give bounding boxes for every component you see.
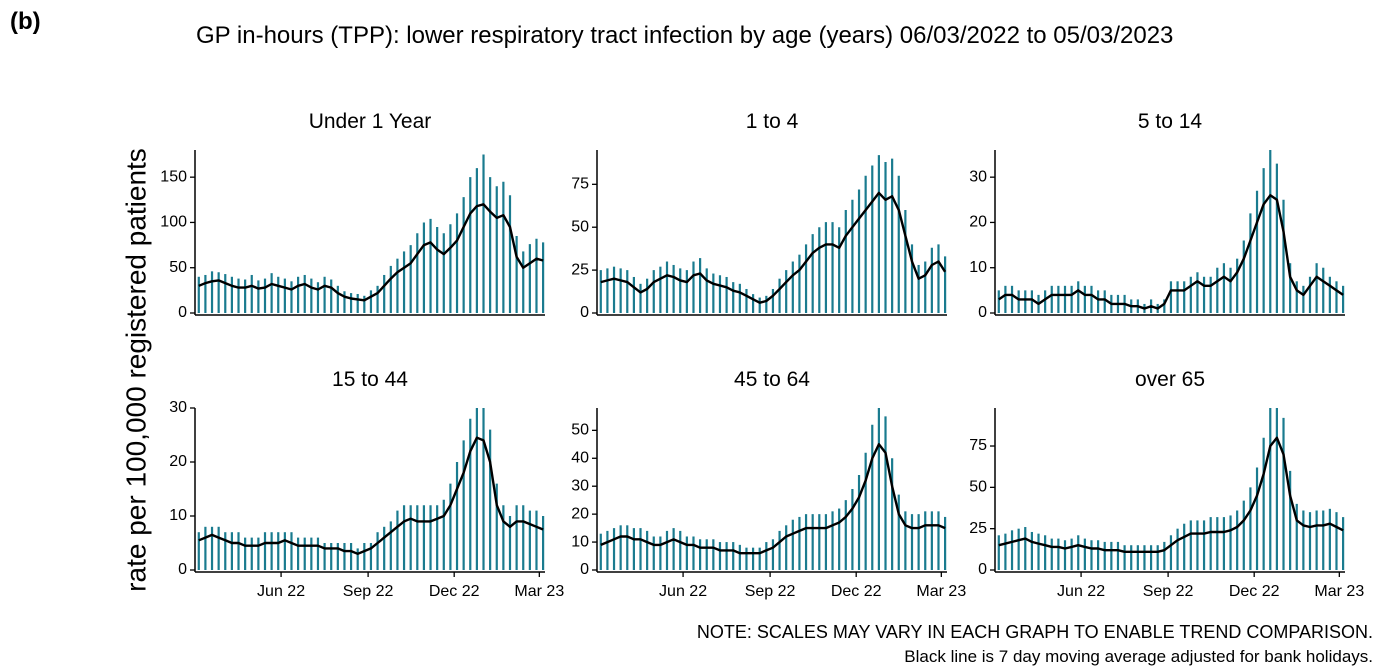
y-tick-label: 50 — [571, 218, 589, 235]
moving-average-line — [198, 203, 544, 302]
y-tick-label: 0 — [580, 304, 589, 321]
panel-title: 1 to 4 — [746, 110, 799, 133]
y-tick-label: 0 — [178, 561, 187, 578]
y-tick-label: 100 — [160, 214, 187, 231]
panel-title: Under 1 Year — [309, 110, 432, 133]
moving-average-line — [998, 436, 1344, 553]
y-tick-label: 0 — [978, 561, 987, 578]
x-tick-label: Mar 23 — [916, 583, 966, 600]
y-tick-label: 25 — [571, 261, 589, 278]
moving-average-line — [600, 191, 947, 304]
note: NOTE: SCALES MAY VARY IN EACH GRAPH TO E… — [696, 622, 1373, 642]
y-tick-label: 10 — [969, 259, 987, 276]
x-tick-label: Jun 22 — [1057, 583, 1105, 600]
y-tick-label: 150 — [160, 168, 187, 185]
moving-average-line — [198, 436, 544, 555]
moving-average-line — [600, 443, 946, 555]
y-tick-label: 30 — [969, 168, 987, 185]
note: Black line is 7 day moving average adjus… — [904, 647, 1373, 666]
y-tick-label: 30 — [571, 477, 589, 494]
y-tick-label: 75 — [969, 437, 987, 454]
x-tick-label: Dec 22 — [1229, 583, 1280, 600]
y-tick-label: 30 — [169, 399, 187, 416]
x-tick-label: Sep 22 — [343, 583, 394, 600]
y-tick-label: 20 — [969, 214, 987, 231]
y-tick-label: 50 — [571, 422, 589, 439]
x-tick-label: Mar 23 — [1314, 583, 1364, 600]
y-tick-label: 0 — [178, 304, 187, 321]
panel-title: 15 to 44 — [332, 368, 408, 391]
panel-title: over 65 — [1135, 368, 1205, 391]
x-tick-label: Jun 22 — [257, 583, 305, 600]
moving-average-line — [998, 194, 1344, 310]
x-tick-label: Dec 22 — [429, 583, 480, 600]
x-tick-label: Mar 23 — [514, 583, 564, 600]
y-tick-label: 0 — [978, 304, 987, 321]
title: GP in-hours (TPP): lower respiratory tra… — [196, 22, 1174, 49]
y-tick-label: 50 — [169, 259, 187, 276]
y-tick-label: 20 — [169, 453, 187, 470]
x-tick-label: Sep 22 — [745, 583, 796, 600]
x-tick-label: Sep 22 — [1143, 583, 1194, 600]
x-tick-label: Dec 22 — [831, 583, 882, 600]
y-tick-label: 20 — [571, 505, 589, 522]
x-tick-label: Jun 22 — [659, 583, 707, 600]
y-tick-label: 40 — [571, 449, 589, 466]
panel-title: 5 to 14 — [1138, 110, 1203, 133]
y-tick-label: 0 — [580, 561, 589, 578]
panel-title: 45 to 64 — [734, 368, 810, 391]
y-tick-label: 75 — [571, 176, 589, 193]
y-tick-label: 25 — [969, 520, 987, 537]
y-axis-label: rate per 100,000 registered patients — [120, 148, 151, 592]
panel-label: (b) — [10, 8, 41, 35]
y-tick-label: 10 — [169, 507, 187, 524]
y-tick-label: 50 — [969, 479, 987, 496]
y-tick-label: 10 — [571, 533, 589, 550]
